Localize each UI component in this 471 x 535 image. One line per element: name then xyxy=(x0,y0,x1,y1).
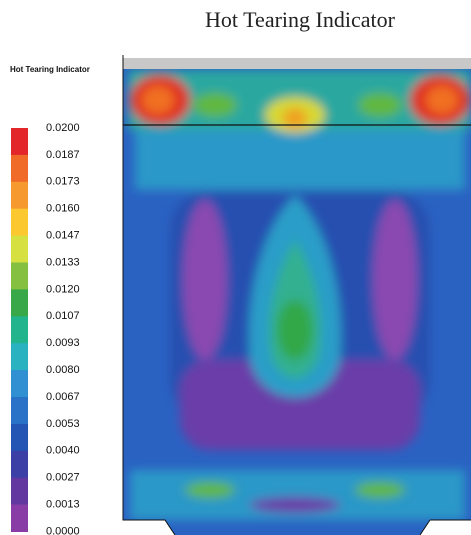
legend-label: 0.0200 xyxy=(46,122,80,134)
legend-label: 0.0093 xyxy=(46,337,80,349)
legend-swatch xyxy=(11,504,28,532)
title: Hot Tearing Indicator xyxy=(205,7,396,32)
legend-swatch xyxy=(11,235,28,263)
legend-swatch xyxy=(11,343,28,371)
legend-label: 0.0027 xyxy=(46,472,80,484)
legend-swatch xyxy=(11,450,28,479)
legend-label: 0.0187 xyxy=(46,149,80,161)
legend-swatch xyxy=(11,208,28,237)
legend-swatch xyxy=(11,128,28,156)
legend-label: 0.0053 xyxy=(46,418,80,430)
legend-swatch xyxy=(11,181,28,210)
legend-label: 0.0067 xyxy=(46,391,80,403)
outline xyxy=(122,55,471,535)
legend-swatch xyxy=(11,370,28,398)
legend-swatch xyxy=(11,154,28,183)
legend-swatch xyxy=(11,423,28,452)
legend-label: 0.0160 xyxy=(46,203,80,215)
legend-swatch xyxy=(11,477,28,506)
legend-swatch xyxy=(11,316,28,344)
legend-label: 0.0120 xyxy=(46,283,80,295)
legend-swatch xyxy=(11,289,28,317)
legend-swatch xyxy=(11,397,28,425)
legend-label: 0.0133 xyxy=(46,256,80,268)
legend-label: 0.0040 xyxy=(46,445,80,457)
legend: 0.0200 0.0187 0.0173 0.0160 0.0147 0.0133 0.01… xyxy=(11,122,80,535)
legend-label: 0.0173 xyxy=(46,176,80,188)
legend-label: 0.0107 xyxy=(46,310,80,322)
legend-title: Hot Tearing Indicator xyxy=(10,65,90,74)
contour-plot xyxy=(123,58,471,535)
legend-label: 0.0013 xyxy=(46,499,80,511)
legend-label: 0.0000 xyxy=(46,525,80,535)
legend-label: 0.0147 xyxy=(46,230,80,242)
legend-swatch xyxy=(11,262,28,290)
legend-label: 0.0080 xyxy=(46,364,80,376)
